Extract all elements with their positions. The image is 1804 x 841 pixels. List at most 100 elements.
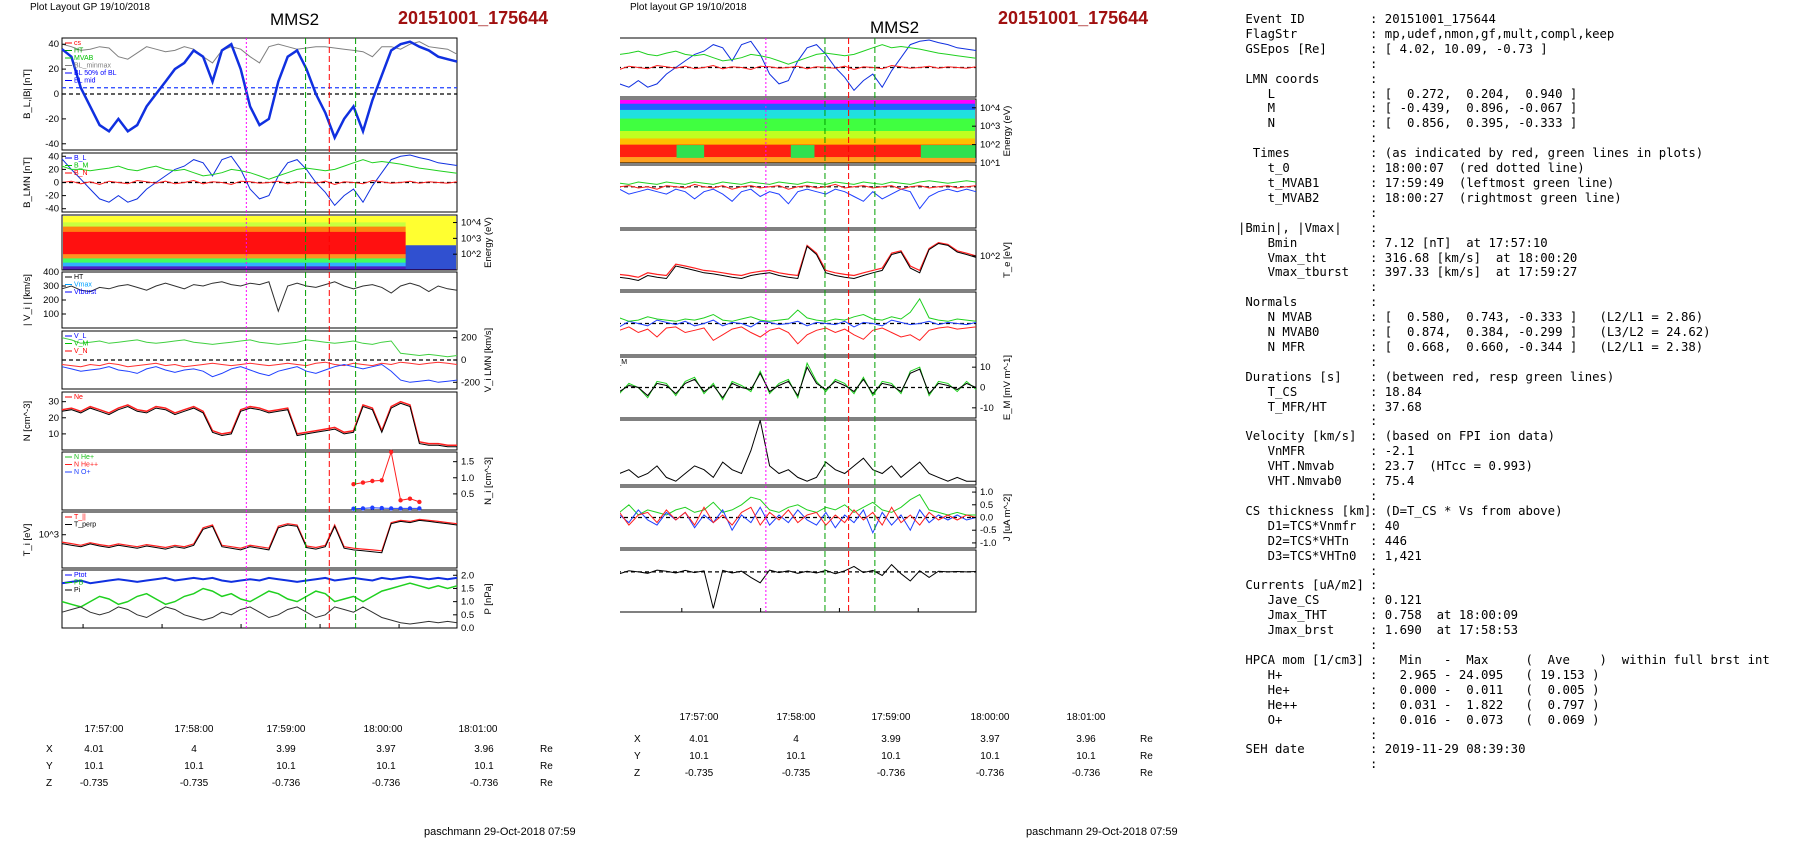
info-value: : (D=T_CS * Vs from above) bbox=[1370, 503, 1563, 518]
axis-label: Energy (eV) bbox=[483, 217, 494, 268]
info-row: D2=TCS*VHTn: 446 bbox=[1238, 534, 1770, 549]
chart-panel: 40 20 0 -20 -40 B_L,|B| [nT] csHTMVABBL_minmax… bbox=[22, 37, 458, 151]
legend-entry: Vtburst bbox=[74, 289, 96, 296]
chart-panel: 50-5-10J*E' [nW m^-3]J*E' bbox=[620, 549, 977, 613]
info-key: Vmax_tht bbox=[1238, 250, 1327, 265]
axis-label: | V_i | [km/s] bbox=[22, 274, 33, 326]
info-row: SEH date: 2019-11-29 08:39:30 bbox=[1238, 742, 1770, 757]
data-point bbox=[417, 506, 422, 511]
coord-unit: Re bbox=[1140, 751, 1153, 762]
info-row: t_MVAB2: 18:00:27 (rightmost green line) bbox=[1238, 191, 1770, 206]
coord-value: 10.1 bbox=[689, 751, 709, 762]
axis-label: B_LMN [nT] bbox=[22, 157, 33, 208]
info-value: : Min - Max ( Ave ) within full brst int bbox=[1370, 652, 1770, 667]
spectrogram-band bbox=[405, 245, 456, 269]
tick-label: 0 bbox=[980, 383, 985, 394]
tick-label: 200 bbox=[43, 295, 59, 306]
event-info-panel: Event ID : 20151001_175644 FlagStr: mp,ud… bbox=[1238, 12, 1770, 772]
tick-label: -20 bbox=[45, 191, 59, 202]
legend-entry: BL mid bbox=[74, 78, 96, 85]
chart-panel: 20100-10-20E_LMN [mV m^-1]E_LE_ME_N bbox=[620, 291, 977, 356]
info-value: : 2019-11-29 08:39:30 bbox=[1370, 742, 1526, 757]
info-key: t_MVAB1 bbox=[1238, 175, 1320, 190]
info-value: : 37.68 bbox=[1370, 399, 1422, 414]
axis-label: V_i LMN [km/s] bbox=[483, 328, 494, 392]
coord-value: -0.735 bbox=[781, 768, 811, 779]
tick-label: -40 bbox=[45, 139, 59, 150]
info-key: HPCA mom [1/cm3] bbox=[1238, 652, 1364, 667]
info-row: Currents [uA/m2]: bbox=[1238, 578, 1770, 593]
info-row: VnMFR: -2.1 bbox=[1238, 444, 1770, 459]
tick-label: -10 bbox=[980, 403, 994, 414]
spectrogram-band bbox=[63, 231, 456, 255]
legend-entry: MVAB bbox=[74, 55, 94, 62]
tick-label: 0.0 bbox=[980, 513, 993, 524]
series-line bbox=[61, 40, 458, 141]
info-value: : 0.031 - 1.822 ( 0.797 ) bbox=[1370, 697, 1600, 712]
info-row: Jmax_brst: 1.690 at 17:58:53 bbox=[1238, 623, 1770, 638]
coord-label: Z bbox=[46, 778, 53, 789]
info-row: M: [ -0.439, 0.896, -0.067 ] bbox=[1238, 101, 1770, 116]
info-value: : 0.000 - 0.011 ( 0.005 ) bbox=[1370, 682, 1600, 697]
tick-label: 300 bbox=[43, 281, 59, 292]
info-row: : bbox=[1238, 57, 1770, 72]
legend-entry: V_N bbox=[74, 348, 88, 355]
info-row: t_MVAB1: 17:59:49 (leftmost green line) bbox=[1238, 176, 1770, 191]
spectrogram-band bbox=[620, 103, 975, 111]
info-key: VHT.Nmvab bbox=[1238, 459, 1335, 474]
tick-label: 10^3 bbox=[461, 233, 481, 244]
coord-unit: Re bbox=[1140, 768, 1153, 779]
legend-entry: T_perp bbox=[74, 522, 96, 529]
coord-label: X bbox=[46, 744, 53, 755]
tick-label: 1.0 bbox=[461, 597, 474, 608]
data-point bbox=[398, 498, 403, 503]
info-value: : (based on FPI ion data) bbox=[1370, 429, 1556, 444]
axis-label: B_L,|B| [nT] bbox=[22, 69, 33, 119]
coord-label: Z bbox=[634, 768, 641, 779]
info-row: N MFR: [ 0.668, 0.660, -0.344 ] (L2/L1 =… bbox=[1238, 340, 1770, 355]
info-key: FlagStr bbox=[1238, 26, 1298, 41]
info-value: : 0.016 - 0.073 ( 0.069 ) bbox=[1370, 712, 1600, 727]
info-value: : [ 0.856, 0.395, -0.333 ] bbox=[1370, 116, 1578, 131]
tick-label: 1.0 bbox=[980, 487, 993, 498]
tick-label: 40 bbox=[48, 151, 59, 162]
data-point bbox=[379, 478, 384, 483]
series-line bbox=[61, 361, 458, 368]
spectrogram-band bbox=[405, 216, 456, 247]
series-line bbox=[61, 41, 458, 64]
info-row: Bmin: 7.12 [nT] at 17:57:10 bbox=[1238, 236, 1770, 251]
info-row: : bbox=[1238, 206, 1770, 221]
chart-panel: 1.51.00.5|J| [uA m^-2]|J| bbox=[620, 419, 977, 486]
legend-entry: B_L bbox=[74, 155, 87, 162]
left-plot-page: Plot Layout GP 19/10/2018 MMS2 20151001_… bbox=[0, 0, 620, 841]
info-row: : bbox=[1238, 131, 1770, 146]
info-row: t_0: 18:00:07 (red dotted line) bbox=[1238, 161, 1770, 176]
info-key: Event ID bbox=[1238, 12, 1305, 26]
panel-frame bbox=[620, 164, 977, 229]
tick-label: 0 bbox=[461, 355, 466, 366]
info-row: HPCA mom [1/cm3] : Min - Max ( Ave ) with… bbox=[1238, 652, 1770, 668]
info-row: Durations [s]: (between red, resp green … bbox=[1238, 370, 1770, 385]
legend-entry: N He+ bbox=[74, 454, 94, 461]
info-row: Vmax_tburst: 397.33 [km/s] at 17:59:27 bbox=[1238, 265, 1770, 280]
coord-value: -0.736 bbox=[371, 778, 401, 789]
info-value: : 23.7 (HTcc = 0.993) bbox=[1370, 459, 1533, 474]
info-value: : 20151001_175644 bbox=[1370, 12, 1496, 26]
info-row: VHT.Nmvab : 23.7 (HTcc = 0.993) bbox=[1238, 459, 1770, 474]
info-value: : 316.68 [km/s] at 18:00:20 bbox=[1370, 250, 1578, 265]
info-row: FlagStr: mp,udef,nmon,gf,mult,compl,keep bbox=[1238, 27, 1770, 42]
series-line bbox=[61, 400, 457, 446]
legend-entry: PB bbox=[74, 580, 84, 587]
tick-label: 30 bbox=[48, 397, 59, 408]
info-value: : bbox=[1370, 295, 1378, 310]
data-point bbox=[370, 505, 375, 510]
series-line bbox=[620, 506, 977, 535]
legend-entry: Ne bbox=[74, 394, 83, 401]
coord-value: 10.1 bbox=[786, 751, 806, 762]
data-point bbox=[351, 482, 356, 487]
coord-unit: Re bbox=[540, 761, 553, 772]
tick-label: 1.5 bbox=[461, 457, 474, 468]
